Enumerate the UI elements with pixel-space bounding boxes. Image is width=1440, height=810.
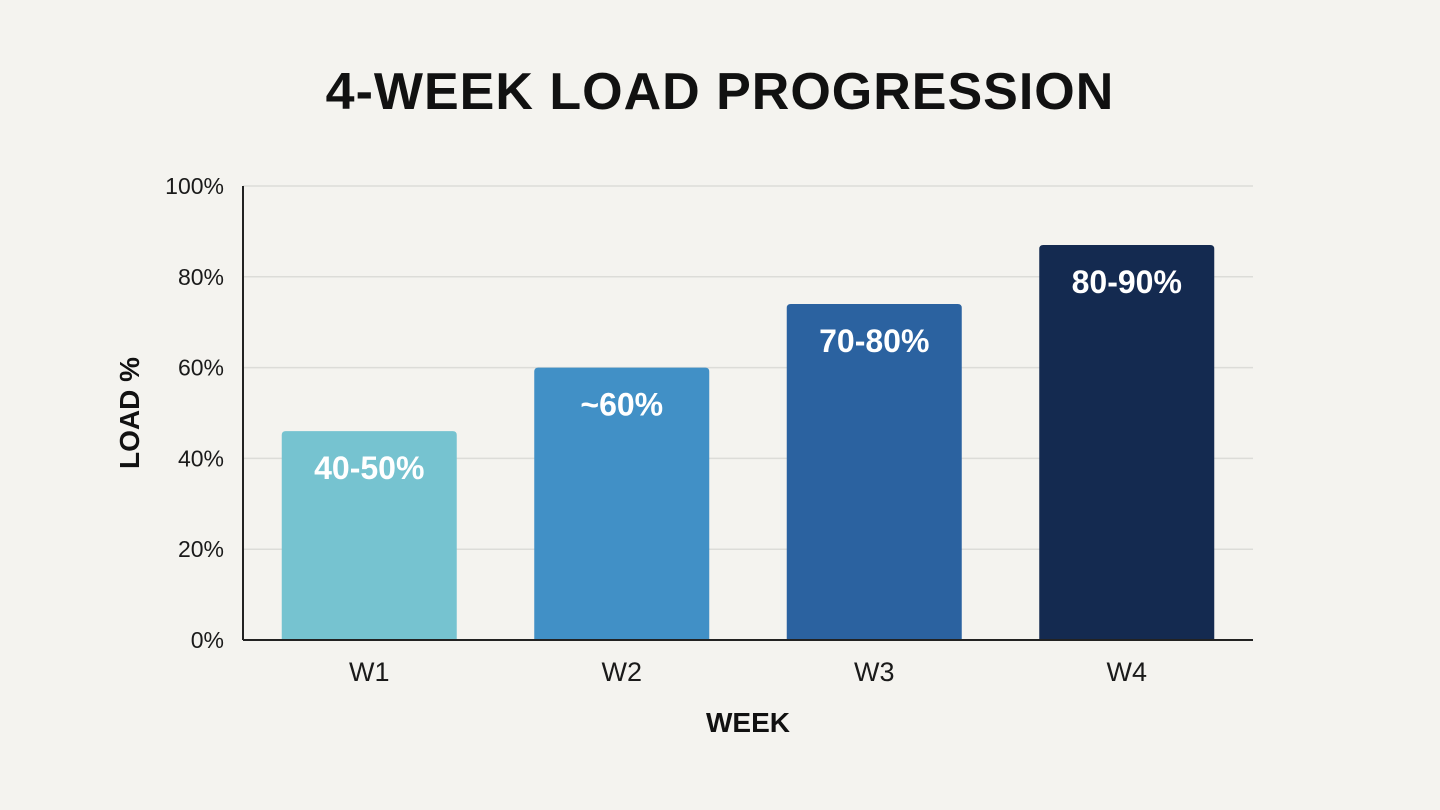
y-tick-label: 40%	[178, 445, 224, 471]
bar-w2	[534, 367, 710, 640]
bar-w4	[1039, 245, 1215, 640]
bar-data-label: 40-50%	[314, 450, 424, 486]
x-tick-label: W3	[854, 657, 895, 687]
chart-title: 4-WEEK LOAD PROGRESSION	[325, 63, 1115, 121]
x-axis-title: WEEK	[706, 707, 790, 738]
bar-data-labels: 40-50% ~60% 70-80% 80-90%	[314, 264, 1182, 486]
bar-data-label: ~60%	[580, 387, 663, 423]
x-tick-label: W2	[602, 657, 643, 687]
x-tick-label: W4	[1107, 657, 1148, 687]
y-tick-label: 80%	[178, 264, 224, 290]
bar-w1	[281, 431, 457, 640]
y-tick-label: 100%	[165, 173, 224, 199]
y-tick-labels: 0% 20% 40% 60% 80% 100%	[165, 173, 224, 653]
x-tick-labels: W1 W2 W3 W4	[349, 657, 1147, 687]
bar-w3	[786, 304, 962, 640]
bars	[281, 245, 1215, 640]
bar-data-label: 70-80%	[819, 323, 929, 359]
y-tick-label: 20%	[178, 536, 224, 562]
y-axis-title: LOAD %	[114, 357, 145, 469]
bar-data-label: 80-90%	[1072, 264, 1182, 300]
x-tick-label: W1	[349, 657, 390, 687]
y-tick-label: 60%	[178, 355, 224, 381]
y-tick-label: 0%	[191, 627, 224, 653]
